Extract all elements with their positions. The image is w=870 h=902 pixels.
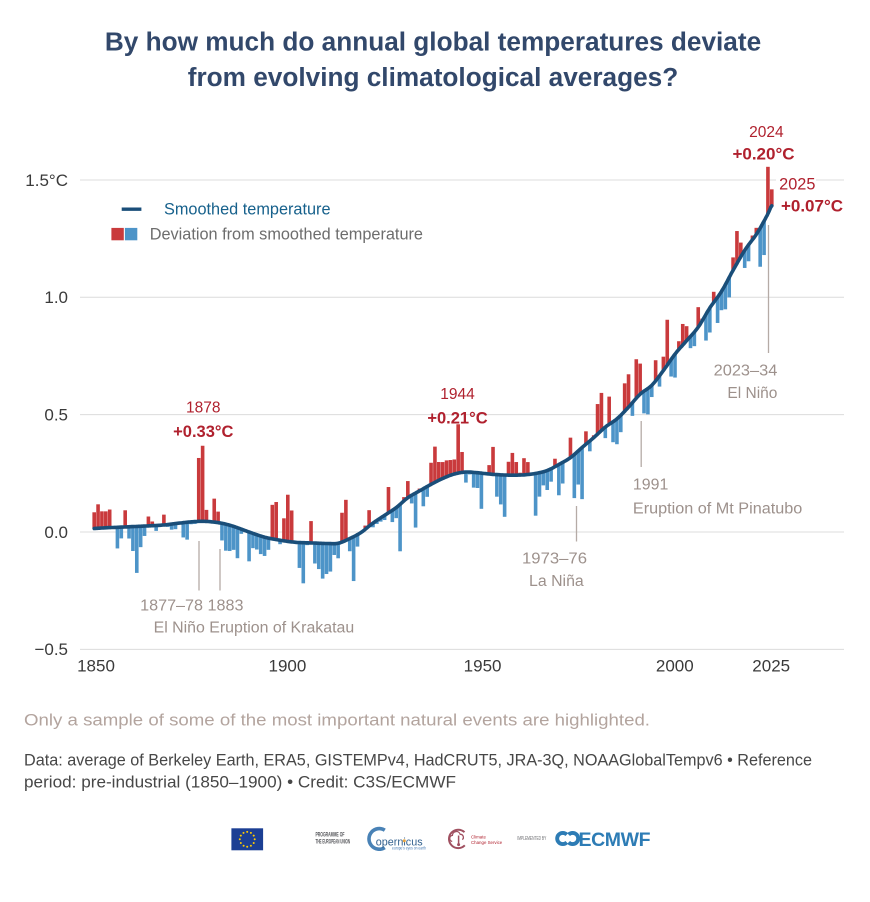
- svg-text:0.0: 0.0: [44, 523, 68, 542]
- svg-text:El Niño: El Niño: [727, 385, 777, 402]
- svg-text:By how much do annual global t: By how much do annual global temperature…: [105, 27, 761, 57]
- svg-text:+0.20°C: +0.20°C: [732, 145, 794, 164]
- svg-text:Data: average of Berkeley Eart: Data: average of Berkeley Earth, ERA5, G…: [24, 752, 812, 770]
- svg-text:1991: 1991: [633, 477, 668, 494]
- svg-text:0.5: 0.5: [44, 406, 68, 425]
- svg-text:from evolving climatological a: from evolving climatological averages?: [188, 62, 678, 92]
- svg-text:1944: 1944: [440, 386, 475, 403]
- svg-text:1878: 1878: [186, 400, 220, 417]
- svg-text:+0.21°C: +0.21°C: [427, 410, 487, 428]
- svg-text:−0.5: −0.5: [34, 640, 68, 659]
- svg-text:Smoothed temperature: Smoothed temperature: [164, 201, 331, 219]
- svg-text:1900: 1900: [268, 657, 306, 676]
- svg-text:opernicus: opernicus: [376, 836, 423, 848]
- svg-text:1973–76: 1973–76: [522, 551, 587, 568]
- svg-text:PROGRAMME OF: PROGRAMME OF: [316, 831, 345, 838]
- svg-text:2025: 2025: [752, 657, 790, 676]
- svg-text:Only a sample of some of the m: Only a sample of some of the most import…: [24, 712, 650, 730]
- svg-text:period: pre-industrial (1850–1: period: pre-industrial (1850–1900) • Cre…: [24, 774, 456, 792]
- svg-text:+0.33°C: +0.33°C: [173, 423, 233, 441]
- svg-text:Change Service: Change Service: [471, 840, 503, 845]
- svg-text:2000: 2000: [656, 657, 694, 676]
- svg-text:+0.07°C: +0.07°C: [781, 197, 843, 216]
- svg-text:1.0: 1.0: [44, 288, 68, 307]
- svg-text:2025: 2025: [779, 175, 815, 193]
- svg-text:Climate: Climate: [471, 835, 486, 840]
- svg-text:El Niño Eruption of Krakatau: El Niño Eruption of Krakatau: [154, 620, 355, 637]
- svg-text:IMPLEMENTED BY: IMPLEMENTED BY: [517, 836, 546, 842]
- svg-text:1877–78 1883: 1877–78 1883: [140, 598, 243, 615]
- svg-text:Eruption of Mt Pinatubo: Eruption of Mt Pinatubo: [633, 500, 802, 517]
- svg-text:1.5°C: 1.5°C: [25, 171, 68, 190]
- svg-text:2024: 2024: [749, 124, 784, 141]
- svg-text:europe’s eyes on earth: europe’s eyes on earth: [392, 845, 427, 850]
- svg-text:THE EUROPEAN UNION: THE EUROPEAN UNION: [316, 839, 351, 846]
- svg-text:ECMWF: ECMWF: [579, 829, 651, 851]
- svg-text:1850: 1850: [77, 657, 115, 676]
- svg-text:1950: 1950: [464, 657, 502, 676]
- svg-text:La Niña: La Niña: [529, 573, 584, 590]
- svg-text:Deviation from smoothed temper: Deviation from smoothed temperature: [150, 225, 423, 243]
- svg-text:2023–34: 2023–34: [714, 363, 778, 380]
